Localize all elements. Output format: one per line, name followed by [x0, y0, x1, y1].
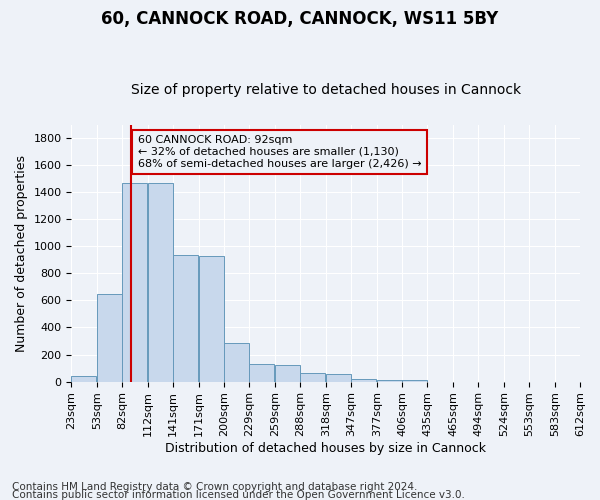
Bar	[173, 255, 199, 382]
Text: Contains HM Land Registry data © Crown copyright and database right 2024.: Contains HM Land Registry data © Crown c…	[12, 482, 418, 492]
Title: Size of property relative to detached houses in Cannock: Size of property relative to detached ho…	[131, 83, 521, 97]
Bar	[199, 256, 224, 382]
Bar	[377, 380, 402, 382]
Bar	[300, 374, 325, 382]
Y-axis label: Number of detached properties: Number of detached properties	[15, 154, 28, 352]
Bar	[97, 294, 122, 382]
Text: 60, CANNOCK ROAD, CANNOCK, WS11 5BY: 60, CANNOCK ROAD, CANNOCK, WS11 5BY	[101, 10, 499, 28]
Bar	[402, 380, 427, 382]
Bar	[148, 184, 173, 382]
Bar	[71, 376, 97, 382]
Bar	[249, 364, 274, 382]
Text: Contains public sector information licensed under the Open Government Licence v3: Contains public sector information licen…	[12, 490, 465, 500]
Bar	[122, 182, 148, 382]
Bar	[224, 343, 249, 382]
Bar	[275, 364, 300, 382]
Bar	[326, 374, 351, 382]
Bar	[351, 378, 376, 382]
X-axis label: Distribution of detached houses by size in Cannock: Distribution of detached houses by size …	[165, 442, 486, 455]
Text: 60 CANNOCK ROAD: 92sqm
← 32% of detached houses are smaller (1,130)
68% of semi-: 60 CANNOCK ROAD: 92sqm ← 32% of detached…	[138, 136, 422, 168]
